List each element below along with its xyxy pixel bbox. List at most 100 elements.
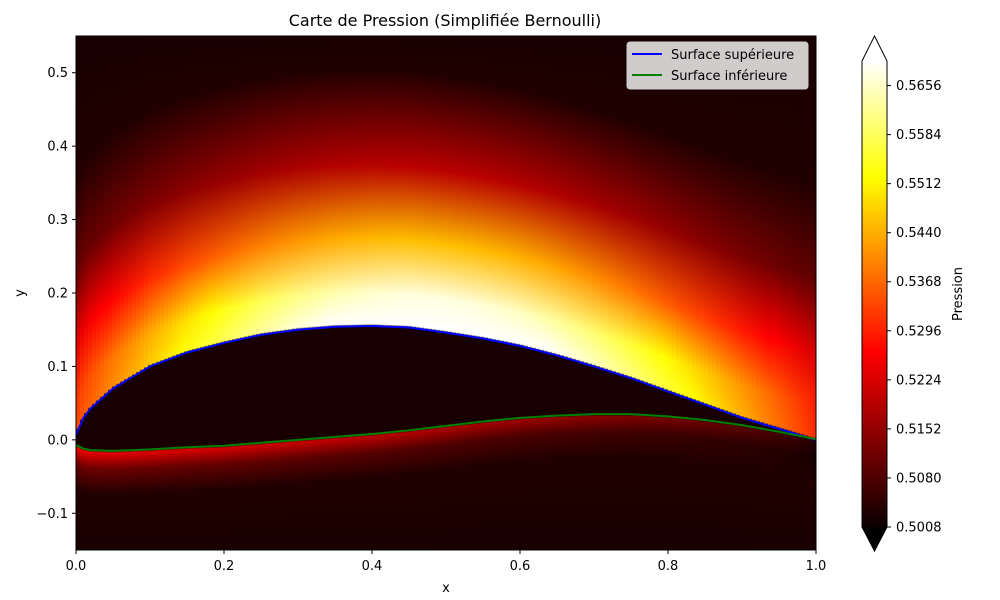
heatmap-column bbox=[704, 36, 709, 550]
colorbar-tick-label: 0.5512 bbox=[896, 177, 942, 192]
heatmap-column bbox=[92, 36, 97, 550]
heatmap-column bbox=[128, 36, 133, 550]
heatmap-column bbox=[536, 36, 541, 550]
heatmap-column bbox=[776, 36, 781, 550]
heatmap-column bbox=[744, 36, 749, 550]
heatmap-column bbox=[384, 36, 389, 550]
heatmap-column bbox=[296, 36, 301, 550]
heatmap-column bbox=[108, 36, 113, 550]
heatmap-column bbox=[180, 36, 185, 550]
heatmap-column bbox=[372, 36, 377, 550]
heatmap-column bbox=[784, 36, 789, 550]
heatmap-column bbox=[552, 36, 557, 550]
y-tick-label: −0.1 bbox=[36, 507, 68, 522]
heatmap-column bbox=[420, 36, 425, 550]
heatmap-column bbox=[808, 36, 813, 550]
colorbar-tick-label: 0.5440 bbox=[896, 226, 942, 241]
lower-surface-line bbox=[76, 413, 816, 452]
heatmap-column bbox=[148, 36, 153, 550]
heatmap-column bbox=[204, 36, 209, 550]
heatmap-column bbox=[308, 36, 313, 550]
heatmap-column bbox=[720, 36, 725, 550]
heatmap-column bbox=[200, 36, 205, 550]
heatmap-column bbox=[488, 36, 493, 550]
heatmap-column bbox=[592, 36, 597, 550]
heatmap-column bbox=[324, 36, 329, 550]
heatmap-column bbox=[364, 36, 369, 550]
heatmap-column bbox=[796, 36, 801, 550]
heatmap-column bbox=[556, 36, 561, 550]
heatmap-column bbox=[640, 36, 645, 550]
heatmap-column bbox=[348, 36, 353, 550]
heatmap-column bbox=[792, 36, 797, 550]
heatmap-column bbox=[812, 36, 816, 550]
heatmap-column bbox=[772, 36, 777, 550]
legend: Surface supérieure Surface inférieure bbox=[626, 41, 809, 90]
x-tick-label: 0.2 bbox=[214, 559, 235, 574]
heatmap-column bbox=[288, 36, 293, 550]
heatmap-column bbox=[648, 36, 653, 550]
x-tick-label: 0.4 bbox=[362, 559, 383, 574]
heatmap-column bbox=[356, 36, 361, 550]
heatmap-column bbox=[284, 36, 289, 550]
legend-label-lower: Surface inférieure bbox=[671, 69, 787, 84]
heatmap-column bbox=[468, 36, 473, 550]
heatmap-column bbox=[228, 36, 233, 550]
heatmap-column bbox=[580, 36, 585, 550]
heatmap-column bbox=[220, 36, 225, 550]
heatmap-column bbox=[472, 36, 477, 550]
x-axis-label: x bbox=[442, 581, 450, 596]
heatmap-column bbox=[524, 36, 529, 550]
heatmap-column bbox=[76, 36, 81, 550]
heatmap-column bbox=[428, 36, 433, 550]
heatmap-column bbox=[116, 36, 121, 550]
colorbar: 0.5008 0.5080 0.5152 0.5224 0.5296 0.5368 0.54… bbox=[861, 34, 966, 553]
heatmap-column bbox=[708, 36, 713, 550]
x-tick-label: 0.0 bbox=[66, 559, 87, 574]
heatmap-column bbox=[132, 36, 137, 550]
heatmap-column bbox=[400, 36, 405, 550]
colorbar-label: Pression bbox=[951, 267, 966, 321]
heatmap-column bbox=[596, 36, 601, 550]
heatmap-column bbox=[412, 36, 417, 550]
heatmap-column bbox=[208, 36, 213, 550]
heatmap-column bbox=[416, 36, 421, 550]
heatmap-column bbox=[432, 36, 437, 550]
heatmap-column bbox=[672, 36, 677, 550]
y-axis: −0.1 0.0 0.1 0.2 0.3 0.4 0.5 bbox=[36, 66, 76, 522]
heatmap-column bbox=[568, 36, 573, 550]
heatmap-column bbox=[484, 36, 489, 550]
heatmap-column bbox=[100, 36, 105, 550]
heatmap-column bbox=[512, 36, 517, 550]
heatmap-column bbox=[252, 36, 257, 550]
colorbar-tick-label: 0.5152 bbox=[896, 422, 942, 437]
heatmap-column bbox=[168, 36, 173, 550]
heatmap-column bbox=[304, 36, 309, 550]
colorbar-tick-label: 0.5584 bbox=[896, 128, 942, 143]
x-tick-label: 0.8 bbox=[658, 559, 679, 574]
heatmap-column bbox=[540, 36, 545, 550]
heatmap-column bbox=[140, 36, 145, 550]
heatmap-column bbox=[632, 36, 637, 550]
heatmap-column bbox=[276, 36, 281, 550]
colorbar-tick-label: 0.5368 bbox=[896, 275, 942, 290]
heatmap-column bbox=[788, 36, 793, 550]
heatmap-column bbox=[588, 36, 593, 550]
heatmap-column bbox=[120, 36, 125, 550]
heatmap-column bbox=[272, 36, 277, 550]
heatmap-column bbox=[500, 36, 505, 550]
heatmap-column bbox=[112, 36, 117, 550]
heatmap-column bbox=[560, 36, 565, 550]
x-tick-label: 1.0 bbox=[806, 559, 827, 574]
surface-lines bbox=[76, 325, 816, 452]
colorbar-tick-label: 0.5008 bbox=[896, 521, 942, 536]
heatmap-column bbox=[224, 36, 229, 550]
heatmap-column bbox=[544, 36, 549, 550]
heatmap-column bbox=[452, 36, 457, 550]
heatmap-column bbox=[716, 36, 721, 550]
heatmap-column bbox=[636, 36, 641, 550]
heatmap-column bbox=[368, 36, 373, 550]
heatmap-column bbox=[752, 36, 757, 550]
heatmap-column bbox=[656, 36, 661, 550]
